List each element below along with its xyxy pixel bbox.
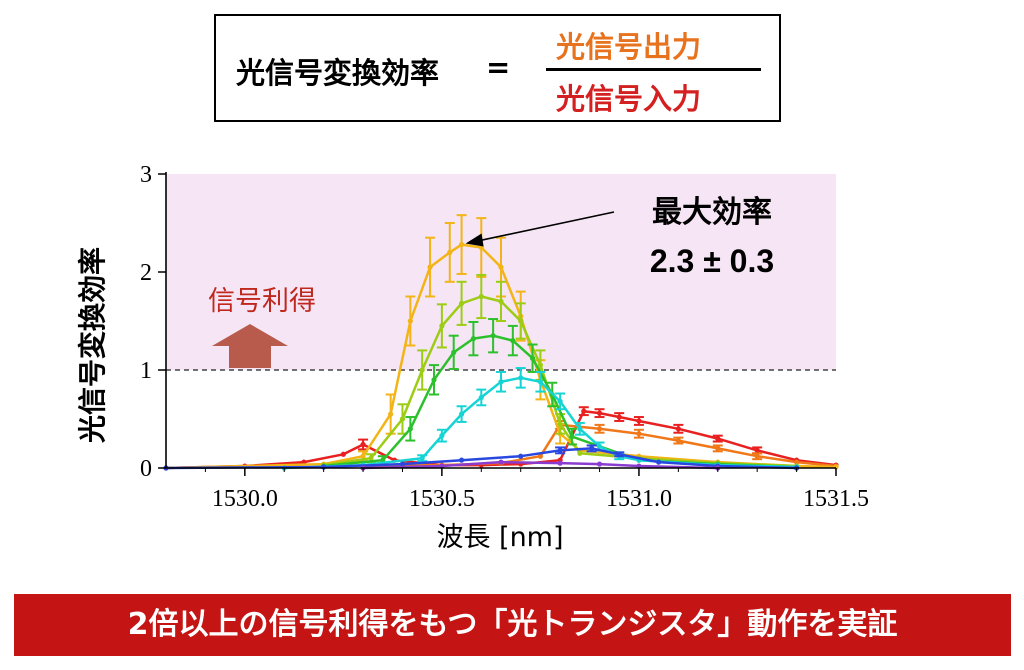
point-yellow-green <box>419 367 425 373</box>
point-yellow <box>498 264 504 270</box>
point-red <box>360 441 366 448</box>
annotation-value: 2.3 ± 0.3 <box>650 243 774 279</box>
point-green <box>569 434 575 440</box>
x-tick-label: 1531.0 <box>606 486 672 512</box>
point-yellow <box>388 411 394 417</box>
point-yellow-green <box>557 421 563 427</box>
y-tick-label: 1 <box>140 358 152 384</box>
y-tick-label: 3 <box>140 162 152 188</box>
x-tick-label: 1531.5 <box>803 486 869 512</box>
x-tick-label: 1530.5 <box>409 486 475 512</box>
y-tick-label: 2 <box>140 260 152 286</box>
point-cyan <box>419 455 425 461</box>
y-axis-label: 光信号変換効率 <box>76 247 109 444</box>
point-cyan <box>596 443 603 450</box>
formula-equals: = <box>486 50 511 84</box>
point-yellow-green <box>439 323 445 329</box>
formula-fraction-bar <box>546 68 761 71</box>
point-red <box>754 447 760 453</box>
point-red <box>675 426 681 432</box>
point-cyan <box>498 379 504 385</box>
point-green <box>510 338 516 344</box>
y-tick-label: 0 <box>140 456 152 482</box>
point-blue <box>616 451 622 457</box>
formula-lhs: 光信号変換効率 <box>236 56 440 90</box>
annotation-arrow-head <box>465 233 484 247</box>
point-orange <box>793 459 800 465</box>
point-red <box>581 408 587 414</box>
series-line-yellow <box>165 243 837 470</box>
point-red <box>715 436 721 442</box>
point-yellow-green <box>498 298 504 304</box>
conclusion-banner: 2倍以上の信号利得をもつ「光トランジスタ」動作を実証 <box>14 594 1011 656</box>
point-yellow <box>360 453 366 459</box>
point-green <box>431 377 437 383</box>
point-yellow <box>447 249 453 255</box>
point-green <box>529 355 536 361</box>
x-axis-label: 波長 [nm] <box>436 522 563 553</box>
point-blue <box>399 461 406 467</box>
point-cyan <box>577 426 583 432</box>
point-yellow <box>458 241 465 248</box>
point-orange <box>675 437 681 444</box>
series-line-red <box>165 409 837 470</box>
annotation-arrow-line <box>479 211 615 242</box>
point-yellow-green <box>399 416 406 422</box>
point-yellow <box>427 264 433 270</box>
formula-box: 光信号変換効率 = 光信号出力 光信号入力 <box>214 14 781 122</box>
point-orange <box>636 431 642 437</box>
point-red <box>636 418 642 424</box>
point-blue <box>518 453 524 459</box>
x-tick-label: 1530.0 <box>212 486 278 512</box>
point-purple <box>498 459 504 465</box>
point-yellow-green <box>368 455 374 461</box>
point-yellow-green <box>537 362 544 368</box>
point-yellow-green <box>478 293 484 300</box>
point-orange <box>537 453 544 459</box>
point-cyan <box>537 379 544 385</box>
point-red <box>340 451 346 457</box>
point-purple <box>557 460 563 466</box>
point-green <box>451 349 457 355</box>
point-cyan <box>478 394 484 401</box>
point-yellow-green <box>458 300 465 306</box>
point-cyan <box>458 411 465 417</box>
point-orange <box>715 445 721 451</box>
series-line-cyan <box>284 376 797 470</box>
annotation-title: 最大効率 <box>652 195 772 230</box>
point-blue <box>656 459 662 465</box>
point-green <box>490 333 496 339</box>
point-blue <box>589 445 595 451</box>
point-orange <box>596 426 603 432</box>
point-red <box>616 414 622 420</box>
point-cyan <box>518 375 524 381</box>
point-red <box>596 410 603 416</box>
point-yellow-green <box>518 318 524 324</box>
gain-label: 信号利得 <box>208 286 316 317</box>
point-blue <box>458 457 465 463</box>
point-green <box>470 336 477 342</box>
point-cyan <box>557 398 563 404</box>
point-purple <box>596 461 603 467</box>
point-yellow <box>407 318 413 324</box>
formula-denominator: 光信号入力 <box>556 82 702 116</box>
up-arrow-icon <box>212 324 288 368</box>
point-green <box>407 426 413 432</box>
formula-numerator: 光信号出力 <box>556 30 702 64</box>
point-cyan <box>439 433 445 439</box>
point-blue <box>557 447 563 453</box>
efficiency-chart: 0 1 2 3 1530.0 1530.5 1531.0 1531.5 波長 [nm] 光信号変換… <box>76 162 869 553</box>
point-yellow-green <box>577 450 583 456</box>
point-orange <box>754 453 760 459</box>
